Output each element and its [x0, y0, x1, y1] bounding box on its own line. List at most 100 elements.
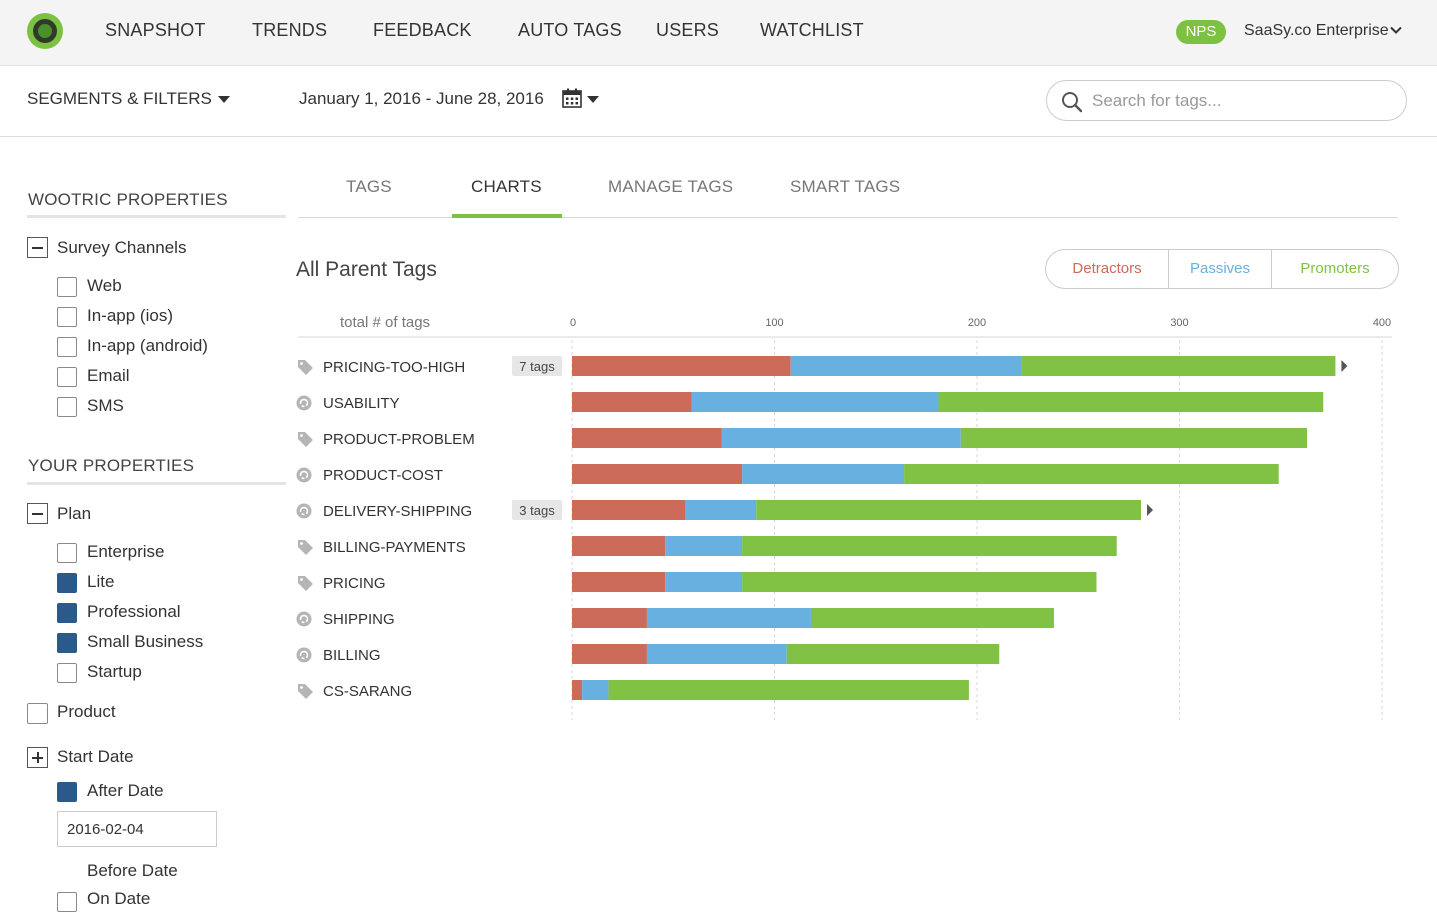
channel-web-checkbox[interactable]	[57, 277, 77, 297]
before-date-label[interactable]: Before Date	[87, 861, 178, 880]
tag-label-usability[interactable]: USABILITY	[323, 395, 400, 412]
date-range[interactable]: January 1, 2016 - June 28, 2016	[299, 89, 544, 108]
bar-promoters-product-problem[interactable]	[960, 428, 1308, 448]
calendar-icon[interactable]	[562, 88, 582, 108]
bar-detractors-delivery-shipping[interactable]	[572, 500, 686, 520]
after-date-checkbox[interactable]	[57, 782, 77, 802]
bar-detractors-pricing-too-high[interactable]	[572, 356, 791, 376]
survey-channels-collapse-icon[interactable]	[27, 237, 48, 258]
search-input[interactable]	[1092, 89, 1392, 113]
tag-label-pricing[interactable]: PRICING	[323, 575, 386, 592]
chevron-down-icon[interactable]	[1390, 24, 1402, 36]
channel-sms-checkbox[interactable]	[57, 397, 77, 417]
tab-smart-tags[interactable]: SMART TAGS	[790, 177, 901, 196]
bar-passives-product-problem[interactable]	[721, 428, 961, 448]
bar-promoters-billing-payments[interactable]	[742, 536, 1117, 556]
tab-charts[interactable]: CHARTS	[471, 177, 542, 196]
tag-label-pricing-too-high[interactable]: PRICING-TOO-HIGH	[323, 359, 465, 376]
bar-passives-pricing[interactable]	[665, 572, 743, 592]
nav-snapshot[interactable]: SNAPSHOT	[105, 20, 206, 40]
plan-lite-label[interactable]: Lite	[87, 572, 115, 591]
account-menu[interactable]: SaaSy.co Enterprise	[1244, 22, 1389, 39]
channel-in-app-android-checkbox[interactable]	[57, 337, 77, 357]
tag-icon	[298, 540, 313, 555]
promoters-button[interactable]: Promoters	[1300, 260, 1370, 277]
plan-collapse-icon[interactable]	[27, 503, 48, 524]
plan-small-business-checkbox[interactable]	[57, 633, 77, 653]
bar-promoters-pricing-too-high[interactable]	[1021, 356, 1336, 376]
plan-professional-checkbox[interactable]	[57, 603, 77, 623]
channel-email-label[interactable]: Email	[87, 366, 130, 385]
bar-promoters-shipping[interactable]	[810, 608, 1054, 628]
bar-passives-cs-sarang[interactable]	[582, 680, 609, 700]
tag-label-delivery-shipping[interactable]: DELIVERY-SHIPPING	[323, 503, 472, 520]
bar-detractors-usability[interactable]	[572, 392, 692, 412]
survey-channels-label[interactable]: Survey Channels	[57, 238, 187, 257]
channel-web-label[interactable]: Web	[87, 276, 122, 295]
nav-watchlist[interactable]: WATCHLIST	[760, 20, 864, 40]
plan-startup-label[interactable]: Startup	[87, 662, 142, 681]
tag-label-cs-sarang[interactable]: CS-SARANG	[323, 683, 412, 700]
tag-label-billing[interactable]: BILLING	[323, 647, 381, 664]
bar-passives-billing-payments[interactable]	[665, 536, 743, 556]
start-date-expand-icon[interactable]	[27, 747, 48, 768]
tag-search	[1046, 80, 1407, 121]
bar-promoters-delivery-shipping[interactable]	[756, 500, 1142, 520]
nav-feedback[interactable]: FEEDBACK	[373, 20, 472, 40]
nav-users[interactable]: USERS	[656, 20, 720, 40]
nav-auto-tags[interactable]: AUTO TAGS	[518, 20, 622, 40]
expand-arrow-icon[interactable]	[1147, 504, 1154, 516]
product-label[interactable]: Product	[57, 702, 116, 721]
start-date-label[interactable]: Start Date	[57, 747, 134, 766]
after-date-label[interactable]: After Date	[87, 781, 164, 800]
tag-label-billing-payments[interactable]: BILLING-PAYMENTS	[323, 539, 466, 556]
bar-promoters-billing[interactable]	[786, 644, 1000, 664]
tag-label-product-problem[interactable]: PRODUCT-PROBLEM	[323, 431, 475, 448]
channel-email-checkbox[interactable]	[57, 367, 77, 387]
tab-tags[interactable]: TAGS	[346, 177, 392, 196]
bar-passives-shipping[interactable]	[646, 608, 811, 628]
tab-manage-tags[interactable]: MANAGE TAGS	[608, 177, 734, 196]
bar-passives-product-cost[interactable]	[742, 464, 905, 484]
bar-detractors-billing[interactable]	[572, 644, 647, 664]
bar-detractors-pricing[interactable]	[572, 572, 666, 592]
plan-enterprise-checkbox[interactable]	[57, 543, 77, 563]
plan-lite-checkbox[interactable]	[57, 573, 77, 593]
date-caret-down-icon[interactable]	[587, 96, 599, 103]
nps-badge[interactable]: NPS	[1176, 20, 1226, 44]
smart-tag-icon	[296, 503, 312, 519]
after-date-input[interactable]	[57, 811, 217, 847]
channel-sms-label[interactable]: SMS	[87, 396, 124, 415]
bar-detractors-cs-sarang[interactable]	[572, 680, 583, 700]
channel-in-app-ios-checkbox[interactable]	[57, 307, 77, 327]
passives-button[interactable]: Passives	[1189, 260, 1251, 277]
plan-enterprise-label[interactable]: Enterprise	[87, 542, 165, 561]
tag-label-shipping[interactable]: SHIPPING	[323, 611, 395, 628]
nav-trends[interactable]: TRENDS	[252, 20, 328, 40]
bar-passives-delivery-shipping[interactable]	[685, 500, 757, 520]
expand-arrow-icon[interactable]	[1341, 360, 1348, 372]
bar-promoters-pricing[interactable]	[742, 572, 1097, 592]
segments-filters-dropdown[interactable]: SEGMENTS & FILTERS	[27, 89, 230, 109]
x-tick-label: 400	[1373, 317, 1391, 329]
detractors-button[interactable]: Detractors	[1072, 260, 1142, 277]
product-checkbox[interactable]	[27, 703, 48, 724]
plan-professional-label[interactable]: Professional	[87, 602, 181, 621]
bar-promoters-cs-sarang[interactable]	[608, 680, 969, 700]
channel-in-app-ios-label[interactable]: In-app (ios)	[87, 306, 173, 325]
bar-promoters-product-cost[interactable]	[904, 464, 1279, 484]
bar-detractors-product-problem[interactable]	[572, 428, 722, 448]
tag-label-product-cost[interactable]: PRODUCT-COST	[323, 467, 443, 484]
bar-passives-usability[interactable]	[691, 392, 939, 412]
channel-in-app-android-label[interactable]: In-app (android)	[87, 336, 208, 355]
plan-label[interactable]: Plan	[57, 504, 92, 523]
plan-small-business-label[interactable]: Small Business	[87, 632, 204, 651]
logo-icon[interactable]	[27, 13, 63, 49]
bar-promoters-usability[interactable]	[938, 392, 1324, 412]
bar-detractors-shipping[interactable]	[572, 608, 647, 628]
bar-passives-billing[interactable]	[646, 644, 787, 664]
bar-detractors-billing-payments[interactable]	[572, 536, 666, 556]
bar-detractors-product-cost[interactable]	[572, 464, 743, 484]
plan-startup-checkbox[interactable]	[57, 663, 77, 683]
bar-passives-pricing-too-high[interactable]	[790, 356, 1022, 376]
